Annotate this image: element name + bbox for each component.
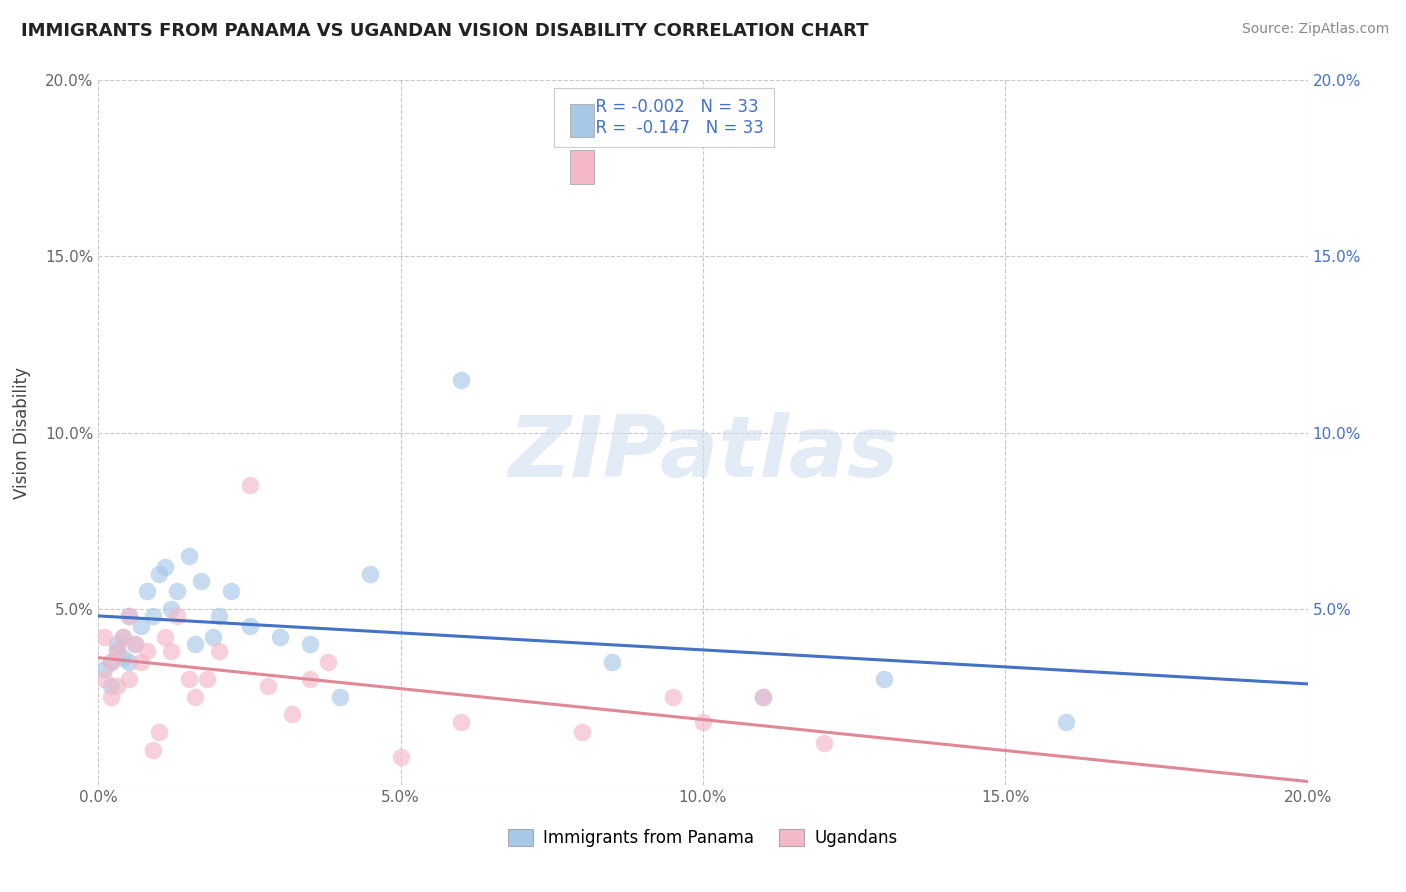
Point <box>299 673 322 687</box>
Point <box>166 584 188 599</box>
Point <box>1054 714 1077 729</box>
Point <box>166 608 188 623</box>
Point <box>208 608 231 623</box>
Point <box>202 630 225 644</box>
Point <box>184 637 207 651</box>
Point <box>692 714 714 729</box>
Point <box>129 619 152 633</box>
Point <box>142 608 165 623</box>
Point <box>450 373 472 387</box>
Text: ZIPatlas: ZIPatlas <box>508 412 898 495</box>
Point <box>221 584 243 599</box>
Point <box>179 673 201 687</box>
Point <box>571 725 593 739</box>
Legend: Immigrants from Panama, Ugandans: Immigrants from Panama, Ugandans <box>502 822 904 855</box>
Point <box>118 655 141 669</box>
Point <box>160 601 183 615</box>
Point <box>873 673 896 687</box>
Point <box>111 651 134 665</box>
Point <box>190 574 212 588</box>
Point <box>148 566 170 581</box>
Point <box>329 690 352 704</box>
Point <box>129 655 152 669</box>
Point <box>100 690 122 704</box>
Text: IMMIGRANTS FROM PANAMA VS UGANDAN VISION DISABILITY CORRELATION CHART: IMMIGRANTS FROM PANAMA VS UGANDAN VISION… <box>21 22 869 40</box>
Point <box>239 478 262 492</box>
Point <box>105 637 128 651</box>
Point <box>752 690 775 704</box>
Point <box>269 630 291 644</box>
Point <box>299 637 322 651</box>
Point <box>93 673 115 687</box>
Point <box>153 559 176 574</box>
Point <box>813 736 835 750</box>
Point <box>105 644 128 658</box>
Point <box>661 690 683 704</box>
Point <box>118 673 141 687</box>
Point <box>124 637 146 651</box>
Point <box>100 679 122 693</box>
Point <box>450 714 472 729</box>
Point <box>195 673 218 687</box>
Point <box>184 690 207 704</box>
Y-axis label: Vision Disability: Vision Disability <box>13 367 31 499</box>
Point <box>752 690 775 704</box>
Point <box>360 566 382 581</box>
Point <box>239 619 262 633</box>
Point <box>148 725 170 739</box>
Point <box>100 655 122 669</box>
Point <box>135 584 157 599</box>
Text: Source: ZipAtlas.com: Source: ZipAtlas.com <box>1241 22 1389 37</box>
Point <box>389 749 412 764</box>
Point <box>179 549 201 563</box>
Point <box>160 644 183 658</box>
Point <box>118 608 141 623</box>
Point <box>135 644 157 658</box>
Point <box>256 679 278 693</box>
Point <box>281 707 304 722</box>
Point <box>111 630 134 644</box>
Point <box>124 637 146 651</box>
Point <box>153 630 176 644</box>
Point <box>93 630 115 644</box>
Point <box>602 655 624 669</box>
Point <box>208 644 231 658</box>
Point <box>111 630 134 644</box>
Point <box>142 742 165 756</box>
Bar <box>569 103 595 137</box>
Point <box>105 679 128 693</box>
Point <box>118 608 141 623</box>
Point <box>105 644 128 658</box>
Bar <box>569 150 595 184</box>
Point <box>100 655 122 669</box>
Text: R = -0.002   N = 33
      R =  -0.147   N = 33: R = -0.002 N = 33 R = -0.147 N = 33 <box>564 98 763 136</box>
Point <box>93 662 115 676</box>
Point <box>316 655 339 669</box>
